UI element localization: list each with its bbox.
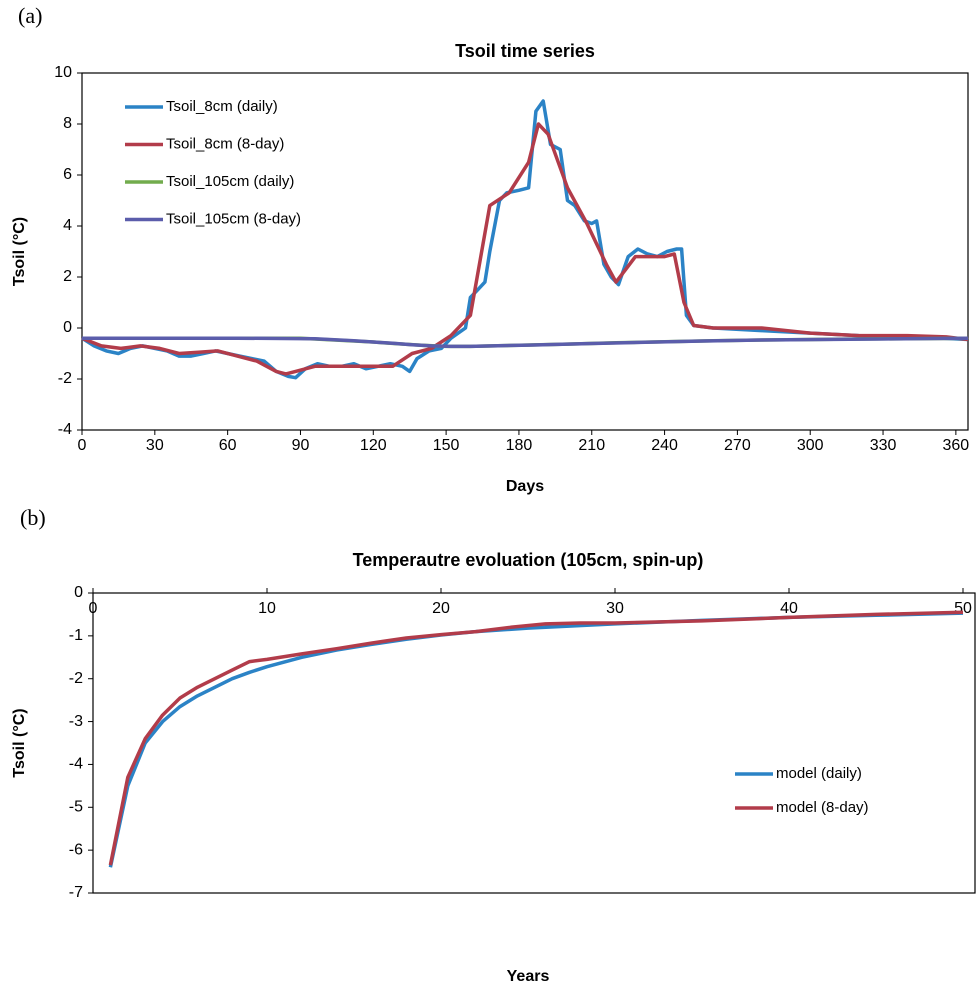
legend-label: model (8-day) xyxy=(776,799,869,816)
y-tick-label: 2 xyxy=(63,268,72,285)
y-tick-label: -3 xyxy=(69,713,83,730)
series-line xyxy=(81,122,969,376)
chart-title: Tsoil time series xyxy=(455,41,595,61)
y-tick-label: -4 xyxy=(58,421,72,438)
x-tick-label: 60 xyxy=(219,437,237,454)
x-tick-label: 240 xyxy=(651,437,678,454)
x-tick-label: 180 xyxy=(506,437,533,454)
y-tick-label: -6 xyxy=(69,841,83,858)
series-line xyxy=(108,611,964,868)
x-tick-label: 20 xyxy=(432,600,450,617)
plot-frame xyxy=(81,72,969,431)
x-tick-label: 300 xyxy=(797,437,824,454)
y-tick-label: -1 xyxy=(69,627,83,644)
plot-frame xyxy=(92,592,976,894)
x-tick-label: 120 xyxy=(360,437,387,454)
y-tick-label: 0 xyxy=(74,584,83,601)
x-tick-label: 210 xyxy=(578,437,605,454)
y-tick-label: -5 xyxy=(69,799,83,816)
panel-label: (b) xyxy=(20,505,46,530)
x-tick-label: 0 xyxy=(78,437,87,454)
y-tick-label: 4 xyxy=(63,217,72,234)
y-tick-label: -4 xyxy=(69,756,83,773)
legend-label: Tsoil_8cm (daily) xyxy=(166,98,278,115)
y-tick-label: -7 xyxy=(69,884,83,901)
y-tick-label: 6 xyxy=(63,166,72,183)
chart-title: Temperautre evoluation (105cm, spin-up) xyxy=(353,550,704,570)
y-tick-label: 8 xyxy=(63,115,72,132)
panel-label: (a) xyxy=(18,3,42,28)
x-tick-label: 330 xyxy=(870,437,897,454)
legend-label: Tsoil_8cm (8-day) xyxy=(166,135,284,152)
series-line xyxy=(82,336,969,349)
x-tick-label: 270 xyxy=(724,437,751,454)
x-axis-label: Days xyxy=(506,478,544,495)
y-axis-label: Tsoil (°C) xyxy=(11,708,28,777)
y-tick-label: -2 xyxy=(69,670,83,687)
y-axis-label: Tsoil (°C) xyxy=(11,217,28,286)
x-tick-label: 90 xyxy=(292,437,310,454)
x-tick-label: 40 xyxy=(780,600,798,617)
y-tick-label: -2 xyxy=(58,370,72,387)
y-tick-label: 0 xyxy=(63,319,72,336)
legend-label: Tsoil_105cm (8-day) xyxy=(166,210,301,227)
x-tick-label: 150 xyxy=(433,437,460,454)
y-tick-label: 10 xyxy=(54,64,72,81)
x-tick-label: 360 xyxy=(943,437,970,454)
series-line xyxy=(108,610,964,866)
x-tick-label: 30 xyxy=(146,437,164,454)
legend-label: Tsoil_105cm (daily) xyxy=(166,173,294,190)
x-tick-label: 10 xyxy=(258,600,276,617)
legend-label: model (daily) xyxy=(776,765,862,782)
x-tick-label: 30 xyxy=(606,600,624,617)
x-axis-label: Years xyxy=(507,968,550,985)
